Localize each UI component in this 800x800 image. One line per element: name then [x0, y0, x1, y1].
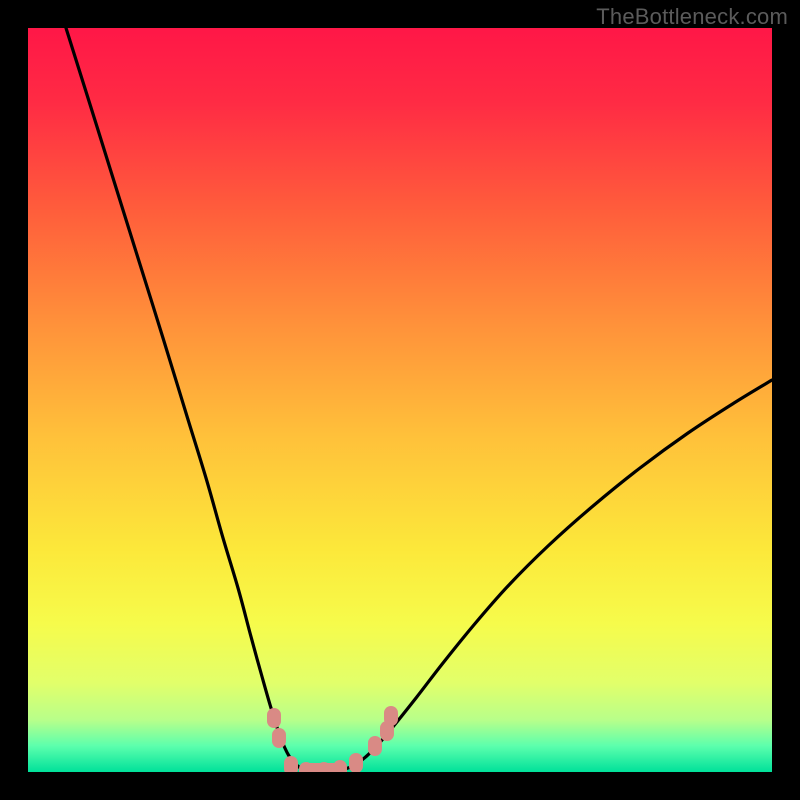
marker-point — [384, 706, 398, 726]
curve-left — [66, 28, 307, 770]
curve-right — [339, 380, 772, 770]
marker-point — [267, 708, 281, 728]
marker-point — [272, 728, 286, 748]
plot-outer-frame — [28, 28, 772, 772]
marker-point — [368, 736, 382, 756]
watermark-text: TheBottleneck.com — [596, 4, 788, 30]
marker-point — [333, 760, 347, 772]
marker-point — [284, 756, 298, 772]
plot-area — [28, 28, 772, 772]
marker-group — [267, 706, 398, 772]
marker-point — [349, 753, 363, 772]
curve-layer — [28, 28, 772, 772]
